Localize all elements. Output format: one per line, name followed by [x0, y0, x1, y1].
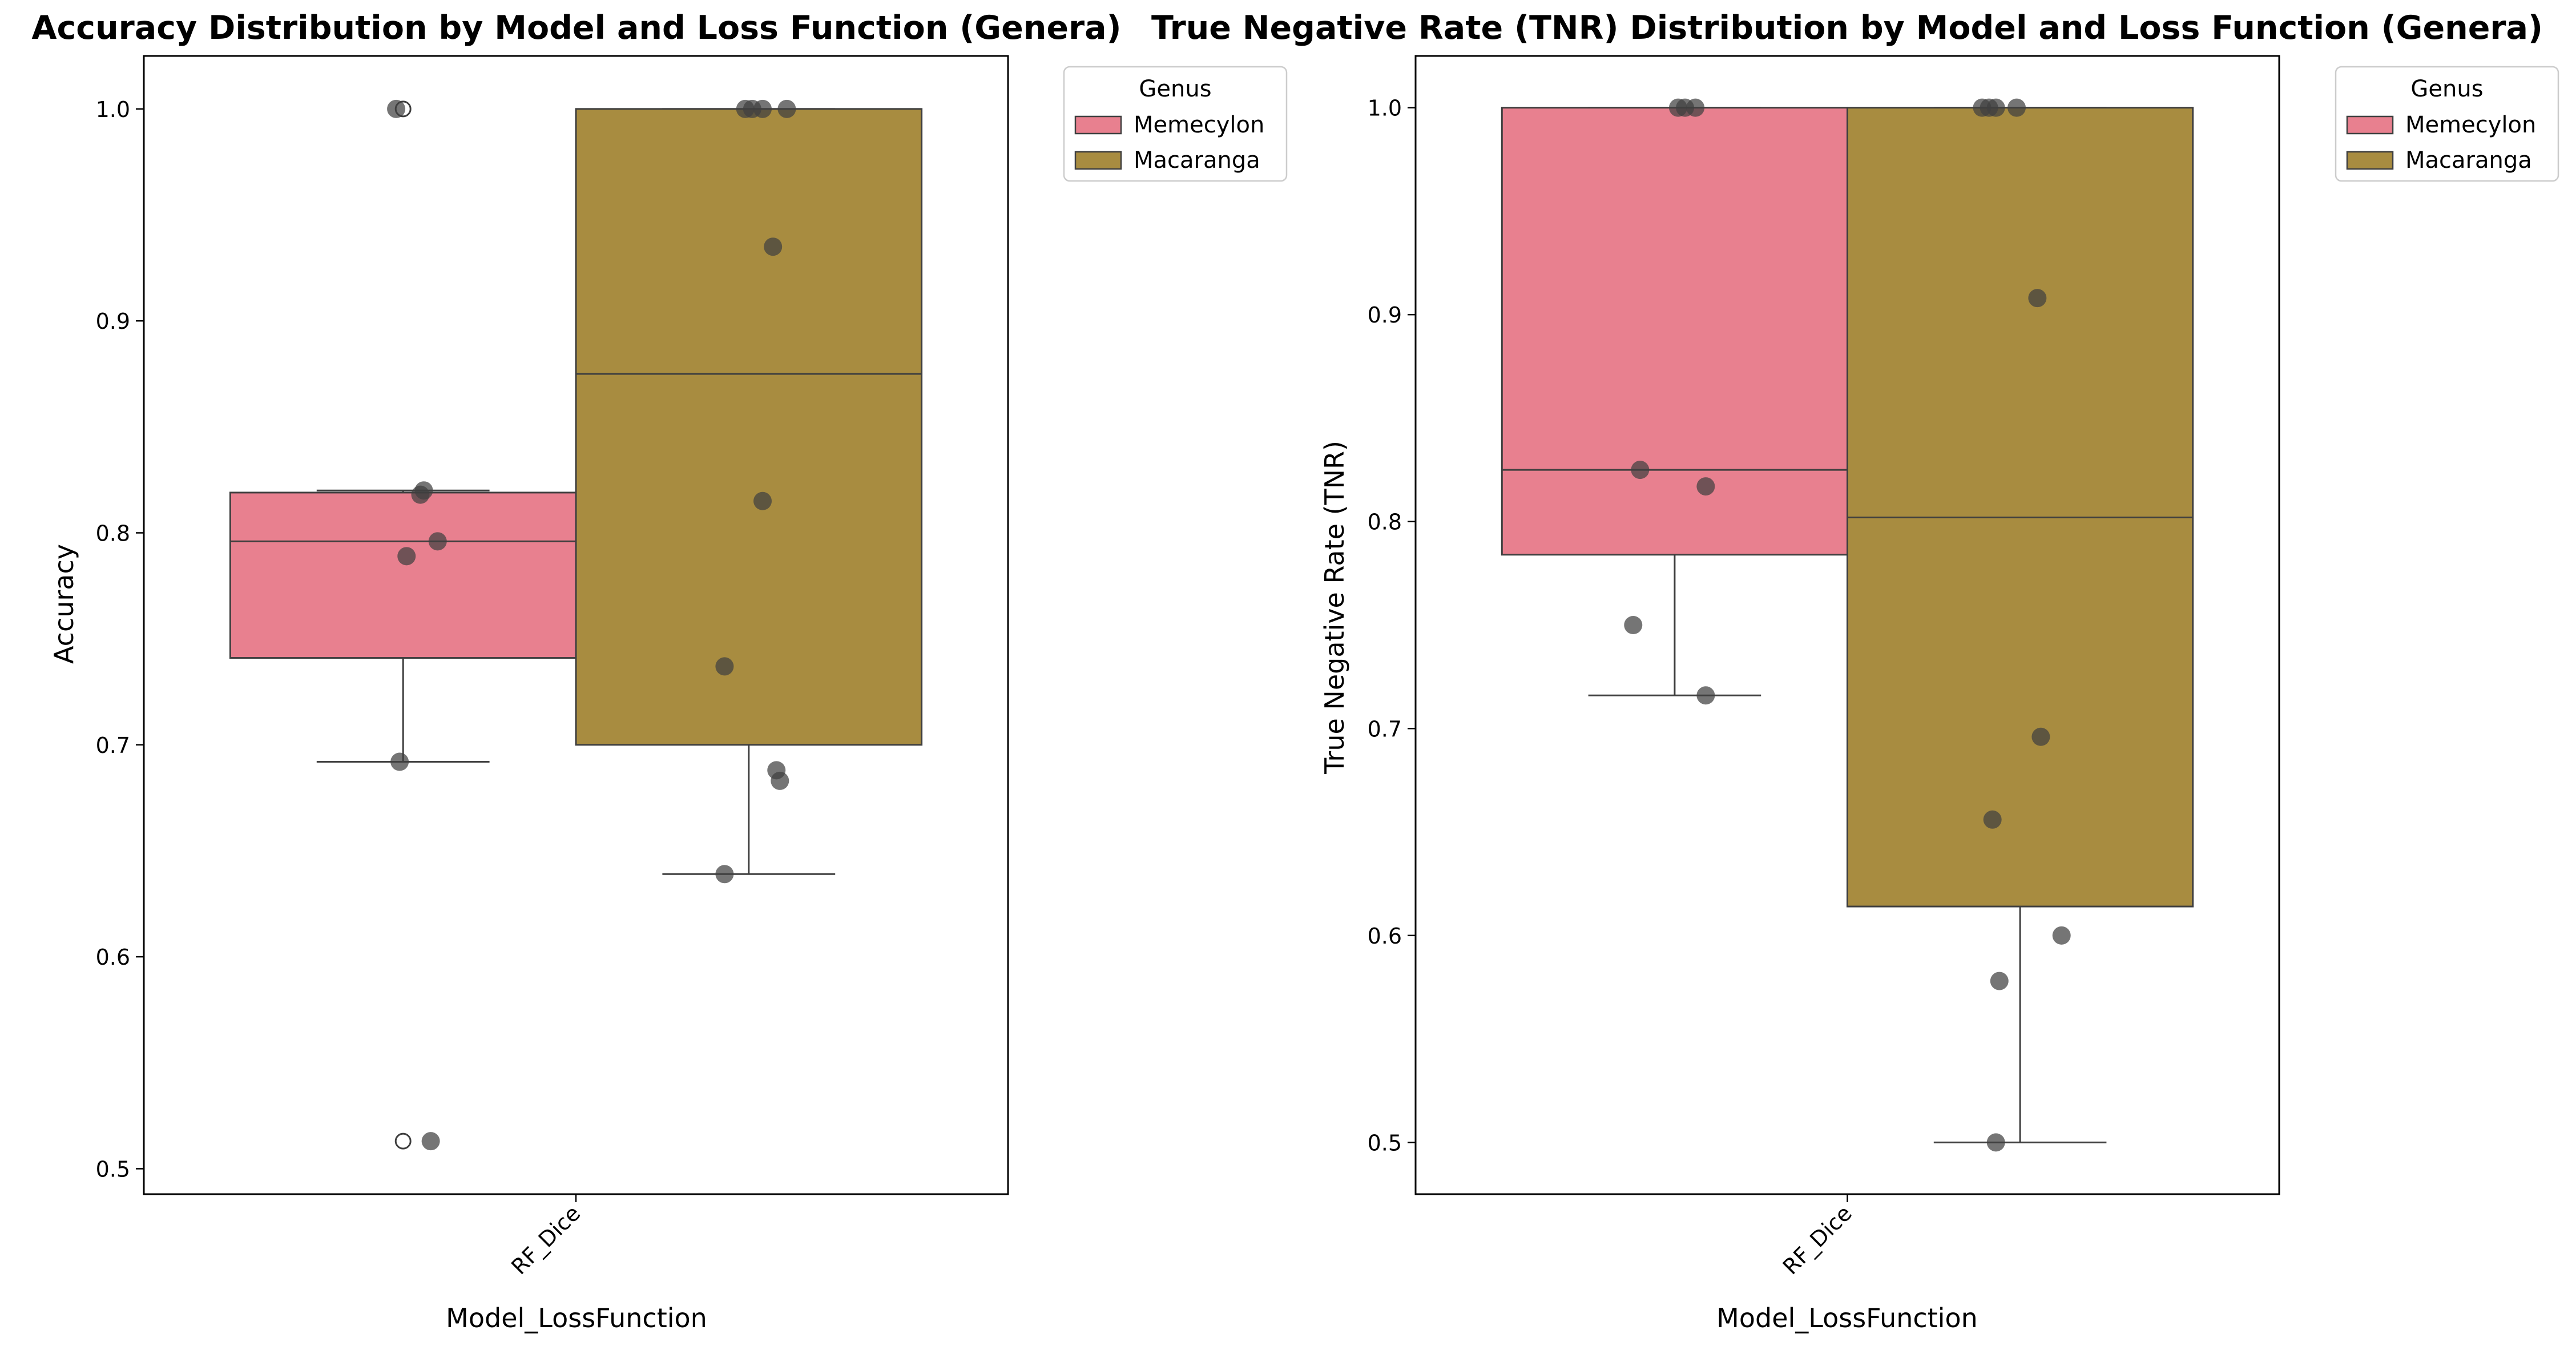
- data-point: [771, 771, 789, 790]
- data-point: [753, 491, 772, 510]
- data-point: [421, 1132, 440, 1151]
- y-tick-label: 0.9: [1368, 303, 1402, 328]
- y-tick-label: 1.0: [1368, 96, 1402, 121]
- axes-frame: [143, 55, 1009, 1195]
- tnr-chart: True Negative Rate (TNR) Distribution by…: [1151, 9, 2559, 1333]
- data-point: [715, 657, 734, 676]
- legend-swatch: [2346, 151, 2394, 170]
- chart-title: True Negative Rate (TNR) Distribution by…: [1151, 9, 2543, 47]
- data-point: [777, 99, 796, 118]
- data-point: [411, 485, 430, 504]
- data-point: [2052, 926, 2071, 945]
- box-memecylon: [229, 491, 577, 659]
- y-tick-label: 0.7: [96, 733, 130, 758]
- box-macaranga: [575, 108, 923, 746]
- data-point: [2028, 289, 2047, 308]
- legend-swatch: [2346, 115, 2394, 135]
- data-point: [1624, 616, 1643, 634]
- y-tick-label: 0.8: [1368, 510, 1402, 535]
- outlier-marker: [394, 1133, 412, 1150]
- data-point: [1696, 686, 1715, 705]
- data-point: [2031, 727, 2050, 746]
- plot-area: 0.5 0.6 0.7 0.8 0.9 1.0 RF_Dice: [1368, 55, 2280, 1279]
- x-axis-label: Model_LossFunction: [1716, 1303, 1978, 1333]
- plot-area: 0.5 0.6 0.7 0.8 0.9 1.0 RF_Dice: [96, 55, 1009, 1279]
- data-point: [390, 752, 409, 771]
- legend-swatch: [1074, 151, 1122, 170]
- box-memecylon: [1501, 107, 1849, 556]
- data-point: [764, 237, 783, 256]
- box-macaranga: [1847, 107, 2194, 908]
- data-point: [397, 547, 416, 566]
- y-tick-label: 0.7: [1368, 716, 1402, 742]
- data-point: [387, 99, 406, 118]
- data-point: [428, 532, 447, 551]
- data-point: [1686, 98, 1705, 117]
- legend-entry: Macaranga: [2405, 147, 2532, 174]
- data-point: [1696, 477, 1715, 496]
- data-point: [715, 865, 734, 884]
- legend-title: Genus: [2410, 76, 2483, 102]
- x-tick-label: RF_Dice: [506, 1200, 585, 1279]
- y-tick-label: 0.9: [96, 309, 130, 334]
- data-point: [1983, 810, 2002, 829]
- legend-title: Genus: [1139, 76, 1211, 102]
- data-point: [1986, 98, 2005, 117]
- legend: Genus Memecylon Macaranga: [2335, 66, 2559, 182]
- data-point: [1986, 1133, 2005, 1152]
- data-point: [753, 99, 772, 118]
- data-point: [2007, 98, 2026, 117]
- y-tick-label: 1.0: [96, 97, 130, 122]
- y-axis-label: True Negative Rate (TNR): [1319, 441, 1350, 775]
- data-point: [1631, 461, 1650, 479]
- y-tick-label: 0.5: [1368, 1130, 1402, 1155]
- y-tick-label: 0.8: [96, 521, 130, 546]
- legend-entry: Memecylon: [2405, 112, 2536, 138]
- chart-title: Accuracy Distribution by Model and Loss …: [31, 9, 1121, 47]
- legend: Genus Memecylon Macaranga: [1063, 66, 1288, 182]
- x-tick-label: RF_Dice: [1778, 1200, 1857, 1279]
- y-tick-label: 0.6: [1368, 924, 1402, 949]
- legend-entry: Macaranga: [1134, 147, 1260, 174]
- y-axis-label: Accuracy: [49, 544, 79, 664]
- legend-swatch: [1074, 115, 1122, 135]
- y-tick-label: 0.5: [96, 1156, 130, 1182]
- y-tick-label: 0.6: [96, 945, 130, 970]
- legend-entry: Memecylon: [1134, 112, 1264, 138]
- data-point: [1990, 972, 2009, 990]
- x-axis-label: Model_LossFunction: [446, 1303, 707, 1333]
- axes-frame: [1414, 55, 2280, 1195]
- accuracy-chart: Accuracy Distribution by Model and Loss …: [31, 9, 1288, 1333]
